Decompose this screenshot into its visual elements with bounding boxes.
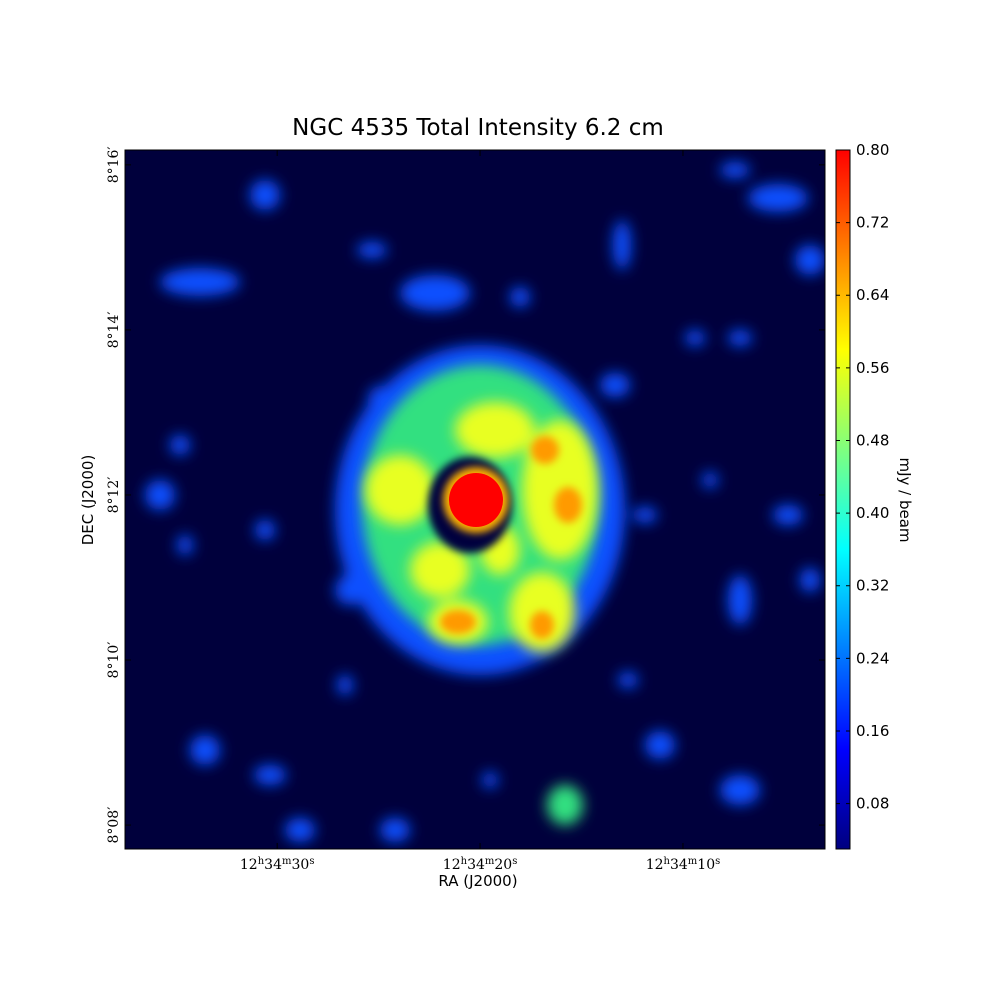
x-tick-label: 12h34m30s [240, 856, 315, 874]
intensity-map [125, 150, 825, 849]
colorbar-tick-label: 0.40 [856, 504, 889, 522]
x-tick-label: 12h34m10s [646, 856, 721, 874]
y-tick-label: 8°08′ [106, 807, 122, 844]
y-tick-label: 8°16′ [106, 146, 122, 183]
y-tick-label: 8°14′ [106, 311, 122, 348]
colorbar-tick-label: 0.48 [856, 431, 889, 449]
chart-title: NGC 4535 Total Intensity 6.2 cm [292, 115, 664, 141]
x-tick-label: 12h34m20s [443, 856, 518, 874]
colorbar-tick-label: 0.24 [856, 649, 889, 667]
y-tick-label: 8°12′ [106, 477, 122, 514]
colorbar-tick-label: 0.08 [856, 795, 889, 813]
x-axis-label: RA (J2000) [438, 872, 517, 890]
y-tick-label: 8°10′ [106, 642, 122, 679]
colorbar-tick-label: 0.64 [856, 286, 889, 304]
colorbar-tick-label: 0.32 [856, 577, 889, 595]
plot-frame [124, 149, 826, 850]
y-axis-label: DEC (J2000) [79, 455, 97, 546]
colorbar-tick-label: 0.80 [856, 141, 889, 159]
colorbar-label: mJy / beam [896, 457, 914, 542]
colorbar-tick-label: 0.56 [856, 359, 889, 377]
colorbar-tick-label: 0.72 [856, 214, 889, 232]
colorbar [835, 149, 851, 850]
colorbar-tick-label: 0.16 [856, 722, 889, 740]
